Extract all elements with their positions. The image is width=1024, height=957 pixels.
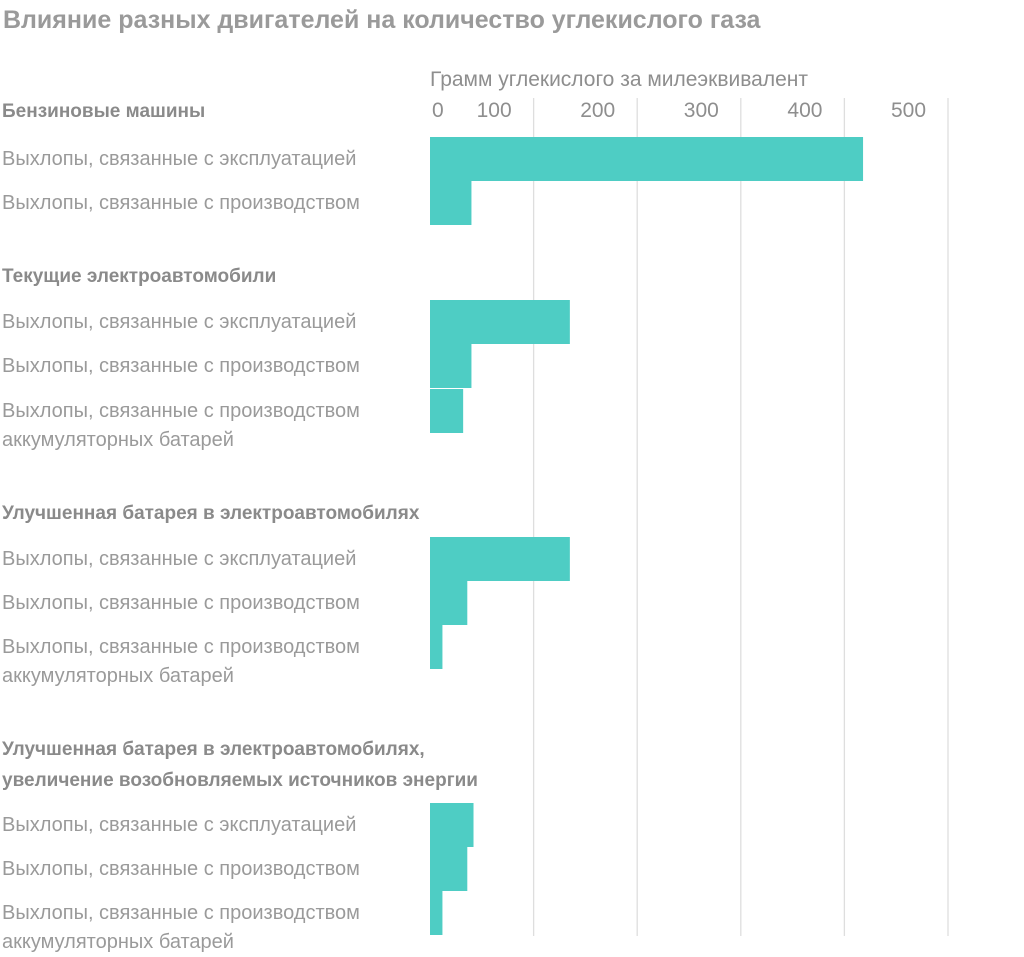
category-label: Выхлопы, связанные с эксплуатацией [2, 311, 356, 333]
bar [430, 300, 570, 344]
category-label: Выхлопы, связанные с эксплуатацией [2, 548, 356, 570]
group-title: Улучшенная батарея в электроавтомобилях, [2, 739, 425, 760]
category-label: Выхлопы, связанные с эксплуатацией [2, 814, 356, 836]
category-label: Выхлопы, связанные с производством [2, 192, 360, 214]
group-title: Улучшенная батарея в электроавтомобилях [2, 503, 420, 524]
category-label: аккумуляторных батарей [2, 931, 234, 953]
group-title: увеличение возобновляемых источников эне… [2, 770, 478, 791]
category-label: Выхлопы, связанные с производством [2, 858, 360, 880]
category-label: Выхлопы, связанные с производством [2, 592, 360, 614]
x-tick-label: 0 [432, 99, 444, 122]
bar [430, 537, 570, 581]
chart-title: Влияние разных двигателей на количество … [3, 6, 762, 34]
group-title: Бензиновые машины [2, 101, 205, 122]
bar [430, 181, 472, 225]
bar [430, 891, 443, 935]
bar [430, 625, 443, 669]
bar [430, 389, 464, 433]
bar [430, 344, 472, 388]
category-label: Выхлопы, связанные с эксплуатацией [2, 148, 356, 170]
category-label: аккумуляторных батарей [2, 665, 234, 687]
group-title: Текущие электроавтомобили [2, 266, 276, 287]
bar [430, 137, 864, 181]
x-axis-label: Грамм углекислого за милеэквивалент [430, 68, 808, 91]
bar [430, 847, 468, 891]
x-tick-label: 300 [684, 99, 719, 122]
bar [430, 581, 468, 625]
x-tick-label: 400 [787, 99, 822, 122]
bar [430, 803, 474, 847]
category-label: аккумуляторных батарей [2, 429, 234, 451]
x-tick-label: 500 [891, 99, 926, 122]
category-label: Выхлопы, связанные с производством [2, 902, 360, 924]
category-label: Выхлопы, связанные с производством [2, 636, 360, 658]
x-tick-label: 200 [580, 99, 615, 122]
category-label: Выхлопы, связанные с производством [2, 400, 360, 422]
category-label: Выхлопы, связанные с производством [2, 355, 360, 377]
x-tick-label: 100 [477, 99, 512, 122]
